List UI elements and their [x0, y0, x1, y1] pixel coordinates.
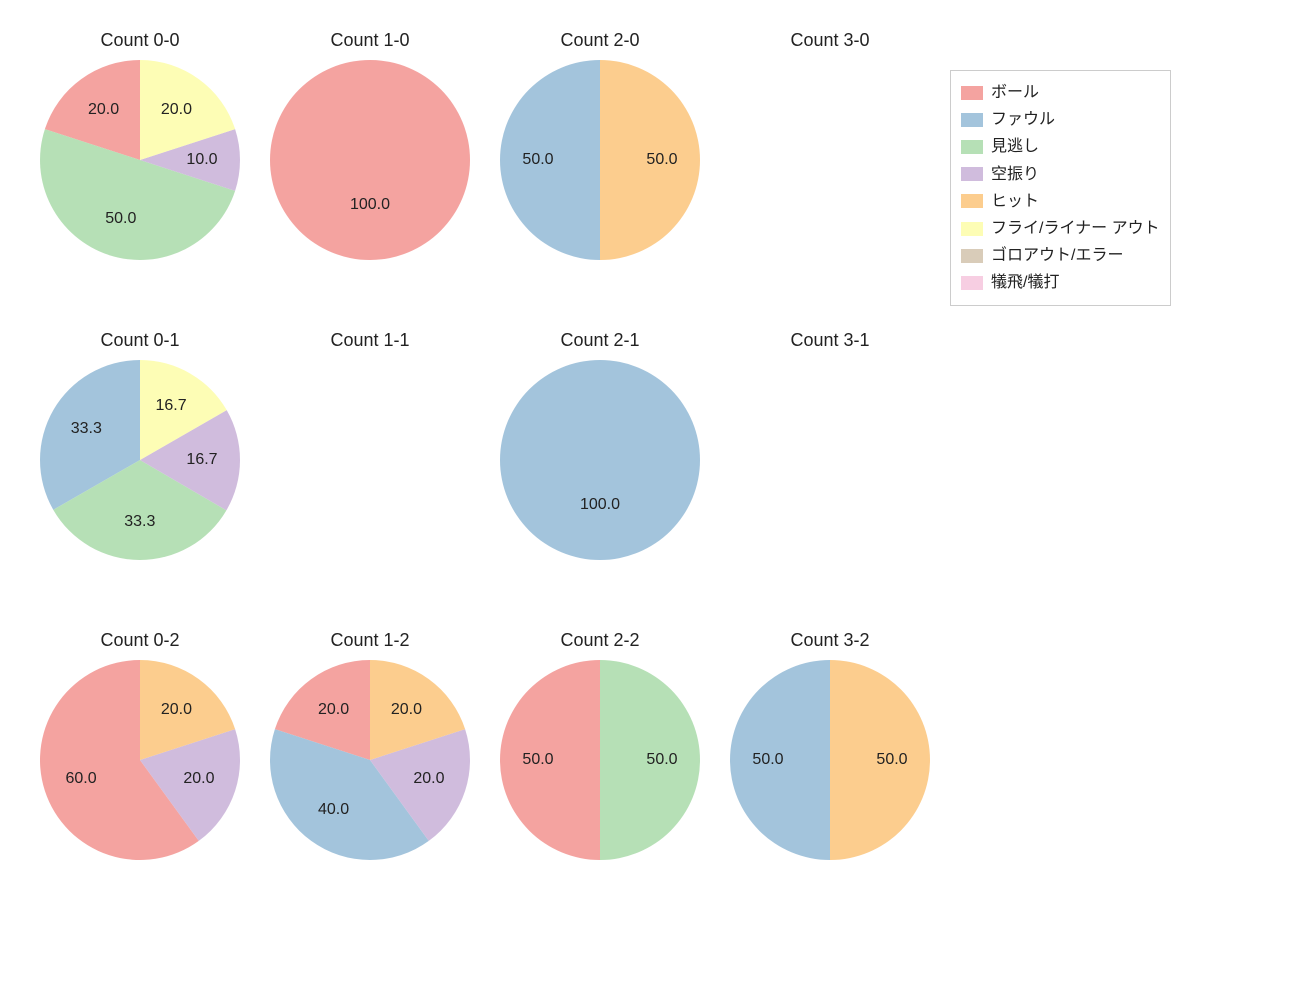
pie-slice-ball	[270, 60, 470, 260]
pie-holder	[730, 360, 930, 560]
pie-slice-look	[600, 660, 700, 860]
pie-slice-foul	[500, 60, 600, 260]
pie-chart	[40, 360, 240, 560]
pie-chart	[730, 660, 930, 860]
panel-title: Count 2-1	[500, 330, 700, 351]
panel-title: Count 0-2	[40, 630, 240, 651]
legend-label: フライ/ライナー アウト	[991, 215, 1160, 242]
pie-panel: Count 1-1	[270, 360, 470, 560]
legend-label: 見逃し	[991, 133, 1039, 160]
legend-label: 犠飛/犠打	[991, 269, 1059, 296]
legend-label: ボール	[991, 79, 1039, 106]
pie-slice-hit	[830, 660, 930, 860]
panel-title: Count 3-1	[730, 330, 930, 351]
pie-holder	[270, 360, 470, 560]
pie-panel: Count 0-020.050.010.020.0	[40, 60, 240, 260]
legend-item: ゴロアウト/エラー	[961, 242, 1160, 269]
pie-chart	[500, 60, 700, 260]
pie-chart	[500, 660, 700, 860]
pie-slice-foul	[730, 660, 830, 860]
pie-slice-hit	[600, 60, 700, 260]
pie-holder: 20.050.010.020.0	[40, 60, 240, 260]
panel-title: Count 1-1	[270, 330, 470, 351]
pie-panel: Count 0-133.333.316.716.7	[40, 360, 240, 560]
legend-item: 見逃し	[961, 133, 1160, 160]
legend-item: ボール	[961, 79, 1160, 106]
pie-panel: Count 1-0100.0	[270, 60, 470, 260]
chart-grid: Count 0-020.050.010.020.0Count 1-0100.0C…	[0, 0, 1300, 1000]
panel-title: Count 1-2	[270, 630, 470, 651]
pie-holder: 33.333.316.716.7	[40, 360, 240, 560]
legend-swatch	[961, 167, 983, 181]
legend-label: 空振り	[991, 161, 1039, 188]
pie-holder: 100.0	[270, 60, 470, 260]
legend-label: ファウル	[991, 106, 1055, 133]
pie-chart	[40, 660, 240, 860]
pie-panel: Count 0-260.020.020.0	[40, 660, 240, 860]
legend-swatch	[961, 276, 983, 290]
panel-title: Count 2-2	[500, 630, 700, 651]
legend-item: ヒット	[961, 188, 1160, 215]
panel-title: Count 0-0	[40, 30, 240, 51]
pie-chart	[40, 60, 240, 260]
pie-panel: Count 3-1	[730, 360, 930, 560]
pie-panel: Count 2-1100.0	[500, 360, 700, 560]
pie-chart	[270, 660, 470, 860]
legend-swatch	[961, 222, 983, 236]
legend-item: ファウル	[961, 106, 1160, 133]
pie-holder	[730, 60, 930, 260]
legend-item: フライ/ライナー アウト	[961, 215, 1160, 242]
pie-holder: 60.020.020.0	[40, 660, 240, 860]
legend-swatch	[961, 86, 983, 100]
legend-label: ヒット	[991, 188, 1039, 215]
legend-swatch	[961, 249, 983, 263]
panel-title: Count 0-1	[40, 330, 240, 351]
pie-panel: Count 1-220.040.020.020.0	[270, 660, 470, 860]
legend-swatch	[961, 194, 983, 208]
pie-panel: Count 2-050.050.0	[500, 60, 700, 260]
legend-item: 空振り	[961, 161, 1160, 188]
pie-holder: 50.050.0	[730, 660, 930, 860]
pie-panel: Count 3-250.050.0	[730, 660, 930, 860]
legend-swatch	[961, 113, 983, 127]
pie-panel: Count 2-250.050.0	[500, 660, 700, 860]
pie-chart	[270, 60, 470, 260]
legend-swatch	[961, 140, 983, 154]
pie-panel: Count 3-0	[730, 60, 930, 260]
legend-label: ゴロアウト/エラー	[991, 242, 1123, 269]
panel-title: Count 1-0	[270, 30, 470, 51]
pie-holder: 50.050.0	[500, 660, 700, 860]
panel-title: Count 3-2	[730, 630, 930, 651]
pie-chart	[500, 360, 700, 560]
panel-title: Count 3-0	[730, 30, 930, 51]
pie-slice-ball	[500, 660, 600, 860]
pie-holder: 100.0	[500, 360, 700, 560]
pie-holder: 50.050.0	[500, 60, 700, 260]
legend-item: 犠飛/犠打	[961, 269, 1160, 296]
legend: ボールファウル見逃し空振りヒットフライ/ライナー アウトゴロアウト/エラー犠飛/…	[950, 70, 1171, 306]
panel-title: Count 2-0	[500, 30, 700, 51]
pie-holder: 20.040.020.020.0	[270, 660, 470, 860]
pie-slice-foul	[500, 360, 700, 560]
